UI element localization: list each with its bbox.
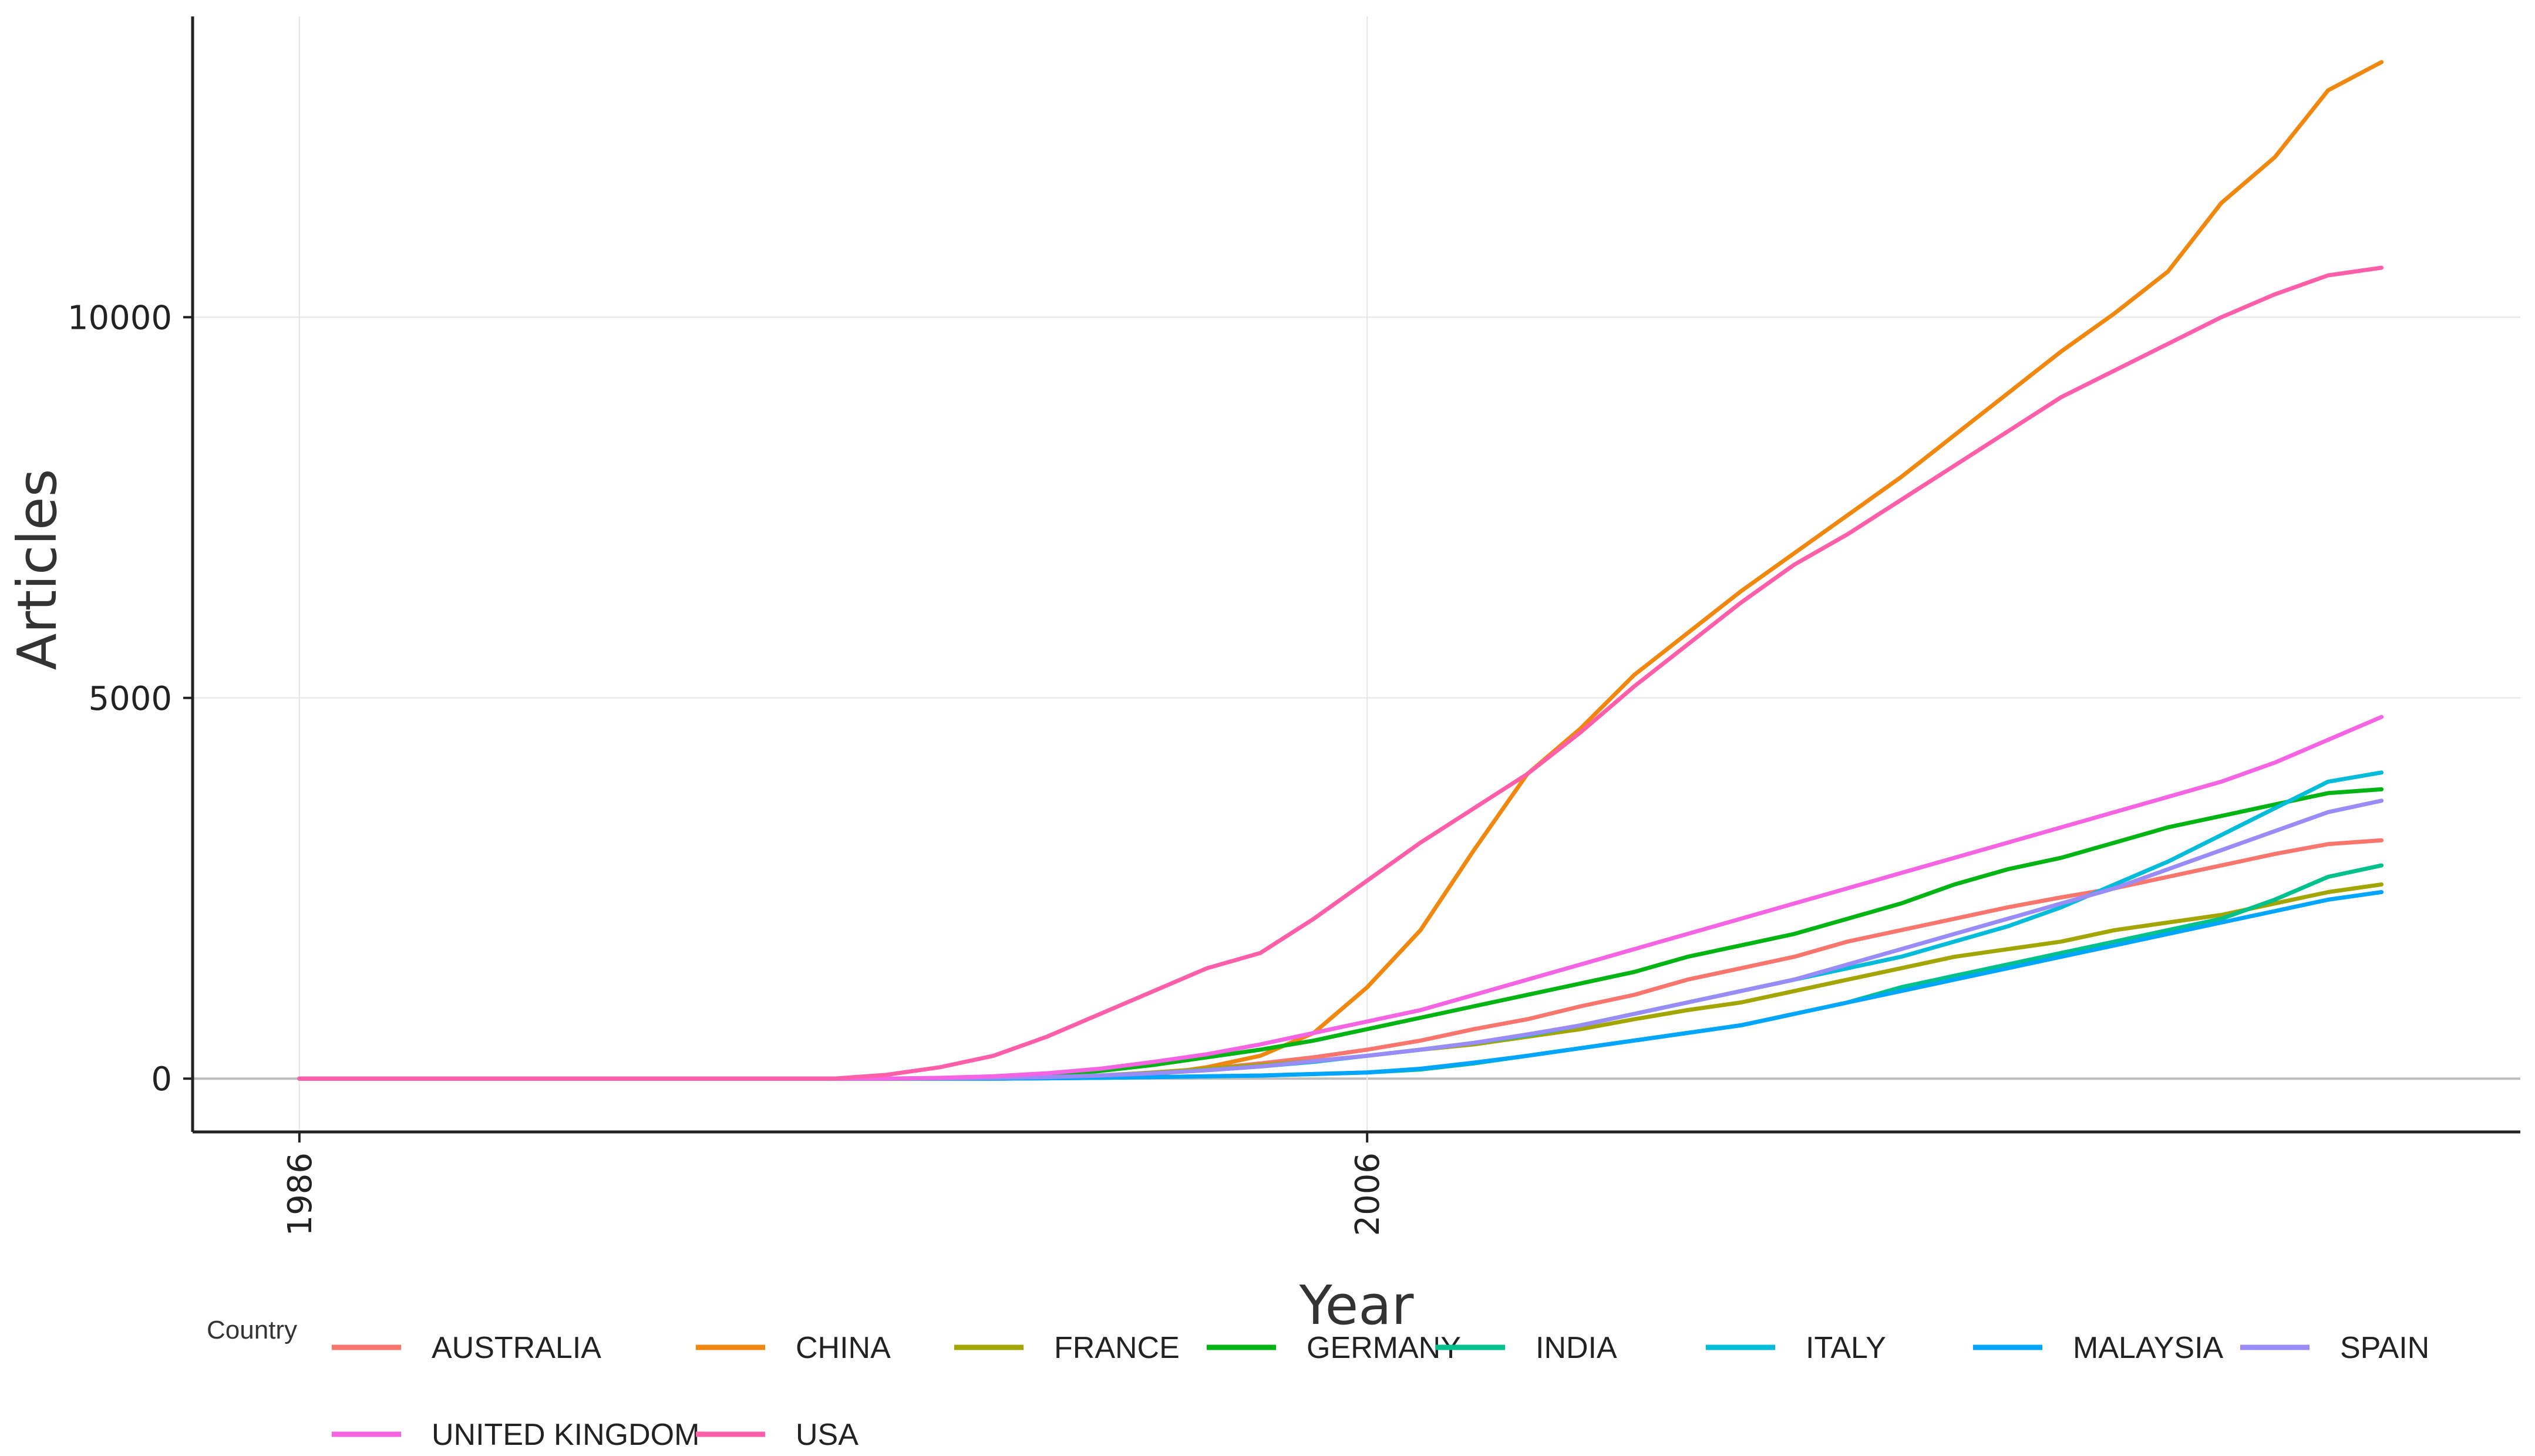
legend-label: UNITED KINGDOM bbox=[432, 1418, 699, 1452]
series-line-australia bbox=[297, 838, 2384, 1081]
y-tick-label: 0 bbox=[151, 1060, 172, 1098]
legend-item: USA bbox=[696, 1418, 859, 1452]
y-tick-label: 10000 bbox=[68, 299, 172, 337]
legend-label: GERMANY bbox=[1307, 1331, 1461, 1365]
x-tick-label: 2006 bbox=[1349, 1152, 1387, 1236]
series-lines bbox=[297, 60, 2384, 1081]
legend-label: MALAYSIA bbox=[2073, 1331, 2224, 1365]
series-line-malaysia bbox=[297, 890, 2384, 1081]
legend-item: FRANCE bbox=[954, 1331, 1180, 1365]
series-line-usa bbox=[297, 265, 2384, 1081]
legend-item: CHINA bbox=[696, 1331, 891, 1365]
x-tick-label: 1986 bbox=[281, 1152, 319, 1236]
legend: Country AUSTRALIA CHINA FRANCE GERMANY INDIA… bbox=[207, 1316, 2429, 1452]
series-line-germany bbox=[297, 787, 2384, 1081]
legend-item: UNITED KINGDOM bbox=[332, 1418, 699, 1452]
series-line-france bbox=[297, 882, 2384, 1081]
x-axis-title: Year bbox=[1299, 1274, 1414, 1337]
legend-label: INDIA bbox=[1536, 1331, 1617, 1365]
x-axis-ticks: 1986 2006 bbox=[281, 1132, 1387, 1236]
legend-label: ITALY bbox=[1806, 1331, 1886, 1365]
y-axis-ticks: 0 5000 10000 bbox=[68, 299, 193, 1098]
legend-label: SPAIN bbox=[2340, 1331, 2429, 1365]
series-line-italy bbox=[297, 770, 2384, 1081]
legend-item: GERMANY bbox=[1207, 1331, 1461, 1365]
legend-item: AUSTRALIA bbox=[332, 1331, 601, 1365]
legend-label: FRANCE bbox=[1054, 1331, 1180, 1365]
legend-title: Country bbox=[207, 1316, 297, 1344]
legend-item: MALAYSIA bbox=[1973, 1331, 2224, 1365]
grid bbox=[193, 16, 2520, 1132]
series-line-china bbox=[297, 60, 2384, 1081]
y-axis-title: Articles bbox=[6, 469, 69, 670]
legend-label: AUSTRALIA bbox=[432, 1331, 601, 1365]
legend-label: USA bbox=[796, 1418, 859, 1452]
legend-item: INDIA bbox=[1436, 1331, 1617, 1365]
legend-label: CHINA bbox=[796, 1331, 891, 1365]
y-tick-label: 5000 bbox=[88, 680, 172, 718]
legend-item: ITALY bbox=[1706, 1331, 1886, 1365]
legend-item: SPAIN bbox=[2240, 1331, 2429, 1365]
